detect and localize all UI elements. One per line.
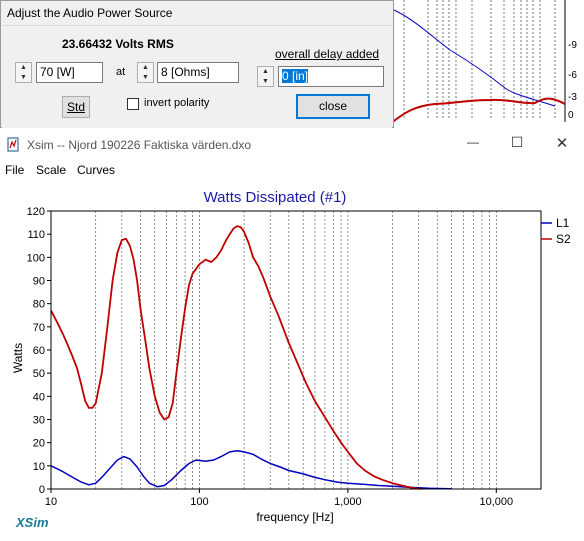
chart-title: Watts Dissipated (#1) xyxy=(204,189,347,206)
minimize-icon[interactable]: — xyxy=(467,135,479,149)
y-tick-label: 120 xyxy=(27,206,45,218)
y-tick-label: 60 xyxy=(33,345,45,357)
delay-input[interactable]: 0 [in] xyxy=(278,66,384,87)
background-graph-window: -9 -6 -3 0 xyxy=(389,0,584,128)
invert-polarity-label[interactable]: invert polarity xyxy=(144,97,210,109)
y-axis-ticks: 0 10 20 30 40 50 60 70 80 90 100 110 120 xyxy=(27,206,51,496)
y-tick-label: 30 xyxy=(33,415,45,427)
y-tick-label: 100 xyxy=(27,252,45,264)
y-tick-label: 10 xyxy=(33,461,45,473)
background-grid xyxy=(403,0,556,120)
spinner-up-icon[interactable]: ▲ xyxy=(262,68,269,75)
background-curve-blue xyxy=(393,9,556,107)
std-button[interactable]: Std xyxy=(62,96,90,118)
x-tick-label: 10,000 xyxy=(479,496,513,508)
background-graph: -9 -6 -3 0 xyxy=(389,0,577,125)
y-tick-label: 80 xyxy=(33,299,45,311)
background-tick-label: -3 xyxy=(568,92,577,103)
y-tick-label: 90 xyxy=(33,276,45,288)
y-tick-label: 0 xyxy=(39,484,45,496)
window-title: Xsim -- Njord 190226 Faktiska värden.dxo xyxy=(27,138,252,152)
legend-label-L1: L1 xyxy=(556,216,570,230)
chart-grid xyxy=(95,211,497,489)
series-line-L1 xyxy=(50,450,452,490)
audio-power-dialog: Adjust the Audio Power Source 23.66432 V… xyxy=(0,0,394,128)
legend-label-S2: S2 xyxy=(556,232,571,246)
menu-bar: File Scale Curves xyxy=(0,160,584,180)
spinner-down-icon[interactable]: ▼ xyxy=(20,74,27,81)
background-tick-label: 0 xyxy=(568,110,574,121)
y-tick-label: 70 xyxy=(33,322,45,334)
background-curve-red xyxy=(389,97,566,125)
y-tick-label: 20 xyxy=(33,438,45,450)
x-tick-label: 10 xyxy=(45,496,57,508)
window-titlebar[interactable]: Xsim -- Njord 190226 Faktiska värden.dxo… xyxy=(0,131,584,159)
menu-file[interactable]: File xyxy=(5,163,25,177)
x-axis-label: frequency [Hz] xyxy=(256,510,333,524)
spinner-up-icon[interactable]: ▲ xyxy=(20,64,27,71)
watts-dissipated-chart: Watts Dissipated (#1) 010203040506070809… xyxy=(11,189,571,530)
spinner-down-icon[interactable]: ▼ xyxy=(142,74,149,81)
dialog-body: 23.66432 Volts RMS ▲ ▼ 70 [W] at ▲ ▼ 8 [… xyxy=(2,25,392,128)
spinner-down-icon[interactable]: ▼ xyxy=(262,78,269,85)
y-tick-label: 50 xyxy=(33,368,45,380)
dialog-title: Adjust the Audio Power Source xyxy=(7,6,173,20)
y-tick-label: 40 xyxy=(33,391,45,403)
plot-frame xyxy=(50,210,542,490)
delay-input-value: 0 [in] xyxy=(282,69,309,83)
y-axis-label: Watts xyxy=(11,343,25,373)
background-tick-label: -9 xyxy=(568,40,577,51)
delay-label: overall delay added xyxy=(275,47,380,61)
power-spinner[interactable]: ▲ ▼ xyxy=(15,62,32,83)
x-tick-label: 1,000 xyxy=(334,496,362,508)
close-icon[interactable]: ✕ xyxy=(555,135,569,152)
series-line-S2 xyxy=(50,225,421,490)
spinner-up-icon[interactable]: ▲ xyxy=(142,64,149,71)
menu-scale[interactable]: Scale xyxy=(36,163,67,177)
impedance-spinner[interactable]: ▲ ▼ xyxy=(137,62,154,83)
x-axis-ticks: 10 100 1,000 10,000 xyxy=(45,489,513,508)
chart-series xyxy=(50,225,452,490)
xsim-app-icon xyxy=(7,137,19,152)
delay-spinner[interactable]: ▲ ▼ xyxy=(257,66,274,87)
volts-rms-label: 23.66432 Volts RMS xyxy=(62,37,174,51)
power-input[interactable]: 70 [W] xyxy=(36,62,103,83)
x-tick-label: 100 xyxy=(190,496,208,508)
background-tick-label: -6 xyxy=(568,70,577,81)
maximize-icon[interactable]: ☐ xyxy=(510,134,524,150)
at-label: at xyxy=(116,66,126,78)
invert-polarity-checkbox[interactable] xyxy=(127,98,139,110)
impedance-input[interactable]: 8 [Ohms] xyxy=(157,62,239,83)
menu-curves[interactable]: Curves xyxy=(77,163,116,177)
close-button[interactable]: close xyxy=(296,94,370,119)
xsim-brand-label: XSim xyxy=(15,515,49,530)
y-tick-label: 110 xyxy=(27,229,45,241)
